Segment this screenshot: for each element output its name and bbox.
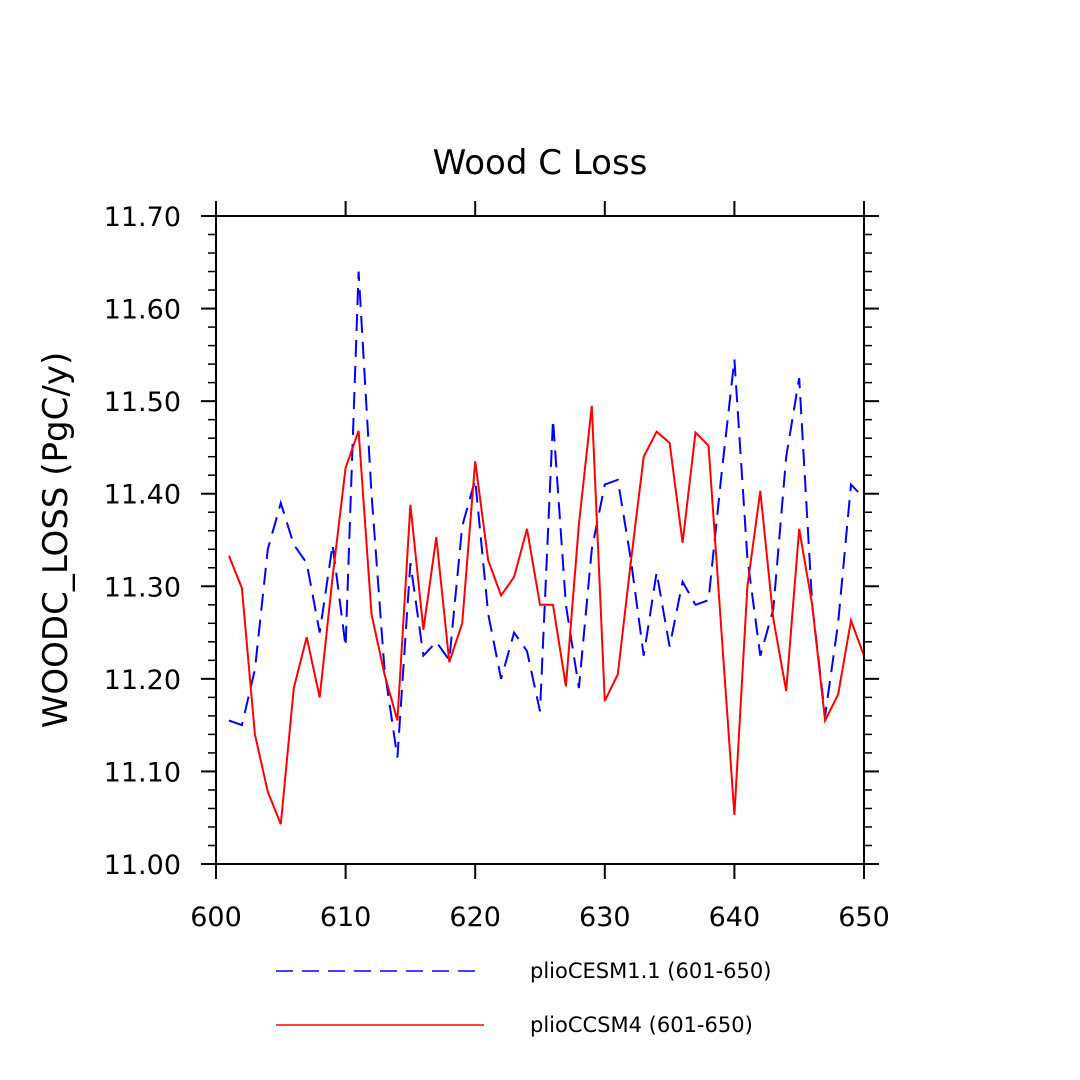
series-line-2 bbox=[228, 405, 865, 825]
y-tick-label: 11.20 bbox=[104, 665, 181, 696]
y-tick-label: 11.50 bbox=[104, 387, 181, 418]
legend: plioCESM1.1 (601-650) plioCCSM4 (601-650) bbox=[276, 959, 771, 1037]
x-tick-label: 620 bbox=[449, 902, 501, 933]
x-tick-label: 640 bbox=[709, 902, 761, 933]
y-tick-label: 11.00 bbox=[104, 850, 181, 881]
x-tick-label: 630 bbox=[579, 902, 631, 933]
y-tick-label: 11.60 bbox=[104, 295, 181, 326]
y-axis-title: WOODC_LOSS (PgC/y) bbox=[36, 352, 76, 728]
y-tick-label: 11.30 bbox=[104, 572, 181, 603]
y-tick-label: 11.10 bbox=[104, 757, 181, 788]
x-tick-label: 610 bbox=[320, 902, 372, 933]
axes-layer: 600 610 620 630 640 650 11.00 11.10 11.20 11.30 11… bbox=[104, 201, 890, 933]
plot-frame bbox=[215, 215, 865, 865]
legend-label-2: plioCCSM4 (601-650) bbox=[530, 1013, 753, 1037]
y-tick-label: 11.40 bbox=[104, 480, 181, 511]
series-layer bbox=[228, 271, 865, 825]
y-tick-label: 11.70 bbox=[104, 202, 181, 233]
x-tick-label: 650 bbox=[838, 902, 890, 933]
legend-label-1: plioCESM1.1 (601-650) bbox=[530, 959, 771, 983]
chart-title: Wood C Loss bbox=[433, 143, 648, 183]
x-tick-label: 600 bbox=[190, 902, 242, 933]
series-line-1 bbox=[228, 271, 865, 758]
